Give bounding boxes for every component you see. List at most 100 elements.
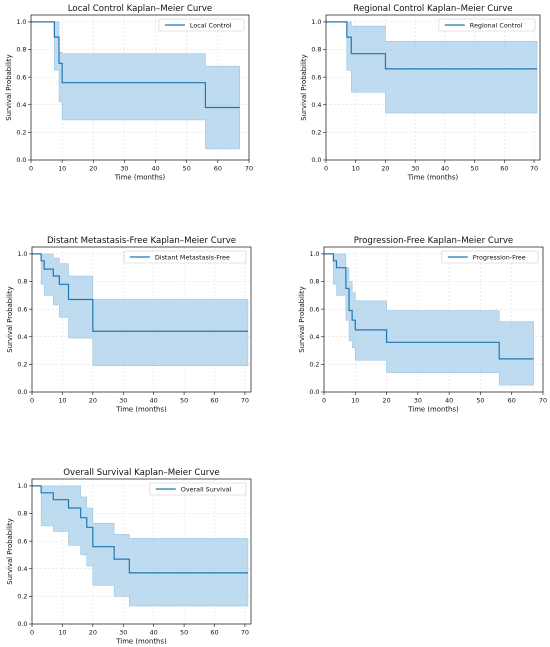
y-tick-label: 1.0: [311, 18, 321, 26]
y-tick-label: 0.6: [311, 73, 321, 81]
x-tick-label: 50: [180, 397, 188, 405]
x-tick-label: 70: [539, 397, 547, 405]
legend-box: [149, 482, 247, 496]
legend-label: Overall Survival: [181, 485, 232, 493]
chart-title: Progression-Free Kaplan–Meier Curve: [354, 236, 513, 246]
x-tick-label: 30: [119, 629, 127, 637]
confidence-band: [326, 21, 538, 114]
x-tick-label: 50: [471, 165, 479, 173]
x-tick-label: 70: [245, 165, 253, 173]
y-tick-label: 0.2: [17, 593, 27, 601]
confidence-band: [32, 253, 249, 366]
survival-curve: [32, 253, 248, 332]
y-tick-label: 0.2: [16, 129, 26, 137]
y-tick-label: 0.2: [311, 129, 321, 137]
x-tick-label: 10: [351, 397, 359, 405]
x-axis-label: Time (months): [115, 638, 167, 646]
x-tick-label: 60: [214, 165, 222, 173]
y-tick-label: 0.4: [309, 333, 319, 341]
x-tick-label: 0: [322, 397, 326, 405]
km-panel-2: Regional Control 0 10 20 30 40 50 60 70 0.0 0.2 0.4…: [300, 4, 541, 182]
y-tick-label: 0.0: [16, 156, 26, 164]
x-tick-label: 70: [241, 629, 249, 637]
x-axis-label: Time (months): [407, 406, 459, 414]
y-tick-label: 0.8: [17, 278, 27, 286]
chart-title: Distant Metastasis-Free Kaplan–Meier Cur…: [47, 236, 236, 246]
legend-box: [441, 250, 539, 264]
y-tick-label: 0.0: [17, 388, 27, 396]
x-tick-label: 70: [241, 397, 249, 405]
x-tick-label: 40: [441, 165, 449, 173]
legend-label: Local Control: [190, 21, 232, 29]
y-axis-label: Survival Probability: [6, 286, 14, 352]
x-axis-label: Time (months): [115, 406, 167, 414]
x-tick-label: 30: [120, 165, 128, 173]
x-tick-label: 20: [89, 629, 97, 637]
y-tick-label: 0.8: [309, 278, 319, 286]
x-tick-label: 40: [150, 629, 158, 637]
plot-frame: [30, 14, 250, 161]
legend: Regional Control: [438, 18, 536, 32]
x-axis-label: Time (months): [407, 174, 459, 182]
y-tick-label: 0.8: [311, 46, 321, 54]
y-axis-label: Survival Probability: [300, 54, 308, 120]
plot-frame: [325, 14, 541, 161]
x-tick-label: 20: [383, 397, 391, 405]
x-tick-label: 10: [58, 397, 66, 405]
km-panel-3: Distant Metastasis-Free 0 10 20 30 40 50 60 70 0.…: [6, 236, 252, 414]
x-tick-label: 10: [58, 165, 66, 173]
legend: Distant Metastasis-Free: [123, 250, 247, 264]
km-panel-4: Progression-Free 0 10 20 30 40 50 60 70 0.0 0.2 0.4…: [298, 236, 547, 414]
y-tick-label: 0.4: [17, 333, 27, 341]
confidence-band: [324, 253, 534, 386]
x-tick-label: 20: [381, 165, 389, 173]
legend-box: [158, 18, 245, 32]
x-tick-label: 0: [30, 629, 34, 637]
x-tick-label: 30: [411, 165, 419, 173]
y-tick-label: 1.0: [17, 482, 27, 490]
survival-curve: [32, 485, 248, 574]
y-tick-label: 1.0: [16, 18, 26, 26]
x-tick-label: 60: [500, 165, 508, 173]
y-tick-label: 0.2: [309, 361, 319, 369]
x-tick-label: 20: [89, 397, 97, 405]
x-tick-label: 50: [183, 165, 191, 173]
x-tick-label: 10: [58, 629, 66, 637]
x-tick-label: 20: [89, 165, 97, 173]
y-axis-label: Survival Probability: [6, 518, 14, 584]
x-tick-label: 50: [180, 629, 188, 637]
chart-title: Regional Control Kaplan–Meier Curve: [353, 4, 512, 14]
y-axis-label: Survival Probability: [5, 54, 13, 120]
x-tick-label: 50: [476, 397, 484, 405]
y-tick-label: 0.6: [16, 73, 26, 81]
x-tick-label: 40: [445, 397, 453, 405]
legend-box: [438, 18, 536, 32]
y-tick-label: 0.6: [17, 537, 27, 545]
legend: Overall Survival: [149, 482, 247, 496]
y-tick-label: 0.0: [17, 620, 27, 628]
km-panel-1: Local Control 0 10 20 30 40 50 60 70 0.0 0.2 0.4 0.6…: [5, 4, 253, 182]
x-tick-label: 60: [210, 397, 218, 405]
legend-label: Regional Control: [470, 21, 523, 29]
y-tick-label: 0.0: [309, 388, 319, 396]
y-tick-label: 0.4: [16, 101, 26, 109]
y-tick-label: 0.6: [17, 305, 27, 313]
legend-label: Distant Metastasis-Free: [155, 253, 230, 261]
x-tick-label: 10: [352, 165, 360, 173]
x-tick-label: 30: [119, 397, 127, 405]
survival-curve: [324, 253, 534, 360]
x-tick-label: 0: [30, 397, 34, 405]
legend-box: [123, 250, 247, 264]
y-tick-label: 0.2: [17, 361, 27, 369]
y-tick-label: 0.8: [16, 46, 26, 54]
y-axis-label: Survival Probability: [298, 286, 306, 352]
y-tick-label: 0.6: [309, 305, 319, 313]
x-tick-label: 0: [29, 165, 33, 173]
confidence-band: [32, 485, 249, 607]
chart-title: Local Control Kaplan–Meier Curve: [68, 4, 212, 14]
survival-curve: [31, 21, 240, 109]
plot-frame: [31, 246, 252, 393]
x-axis-label: Time (months): [114, 174, 166, 182]
x-tick-label: 60: [210, 629, 218, 637]
